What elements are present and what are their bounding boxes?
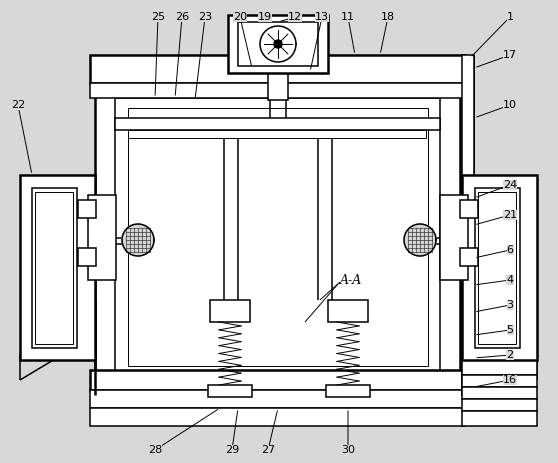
Bar	[326, 385, 370, 397]
Text: 24: 24	[503, 180, 517, 190]
Bar	[88, 195, 116, 280]
Text: 19: 19	[258, 12, 272, 22]
Text: 27: 27	[261, 445, 275, 455]
Bar	[208, 385, 252, 397]
Bar	[210, 300, 250, 322]
Text: 16: 16	[503, 375, 517, 385]
Text: 2: 2	[507, 350, 513, 360]
Text: A-A: A-A	[340, 274, 362, 287]
Bar	[228, 15, 328, 73]
Bar	[462, 375, 537, 387]
Text: 5: 5	[507, 325, 513, 335]
Polygon shape	[404, 224, 436, 256]
Text: 29: 29	[225, 445, 239, 455]
Bar	[462, 345, 537, 360]
Bar	[462, 399, 537, 411]
Bar	[20, 175, 95, 360]
Polygon shape	[260, 26, 296, 62]
Text: 13: 13	[315, 12, 329, 22]
Text: 10: 10	[503, 100, 517, 110]
Bar	[462, 411, 537, 426]
Bar	[90, 408, 465, 426]
Text: 23: 23	[198, 12, 212, 22]
Bar	[440, 195, 468, 280]
Bar	[238, 22, 318, 66]
Text: 6: 6	[507, 245, 513, 255]
Bar	[475, 188, 520, 348]
Bar	[78, 248, 96, 266]
Bar	[90, 83, 465, 98]
Bar	[90, 390, 465, 408]
Bar	[128, 130, 426, 138]
Text: 25: 25	[151, 12, 165, 22]
Bar	[462, 55, 474, 395]
Bar	[128, 108, 428, 366]
Text: 4: 4	[507, 275, 513, 285]
Bar	[460, 200, 478, 218]
Bar	[478, 192, 516, 344]
Bar	[32, 188, 77, 348]
Text: 11: 11	[341, 12, 355, 22]
Polygon shape	[122, 224, 154, 256]
Text: 30: 30	[341, 445, 355, 455]
Bar	[462, 360, 537, 375]
Bar	[35, 192, 73, 344]
Text: 12: 12	[288, 12, 302, 22]
Text: 26: 26	[175, 12, 189, 22]
Bar	[95, 65, 460, 395]
Text: 28: 28	[148, 445, 162, 455]
Bar	[115, 118, 440, 130]
Bar	[462, 175, 537, 360]
Text: 20: 20	[233, 12, 247, 22]
Bar	[90, 370, 465, 390]
Bar	[115, 98, 440, 376]
Bar	[460, 248, 478, 266]
Polygon shape	[274, 40, 282, 48]
Text: 21: 21	[503, 210, 517, 220]
Text: 17: 17	[503, 50, 517, 60]
Text: 1: 1	[507, 12, 513, 22]
Bar	[78, 200, 96, 218]
Bar	[462, 387, 537, 399]
Text: 22: 22	[11, 100, 25, 110]
Bar	[90, 55, 465, 83]
Text: 18: 18	[381, 12, 395, 22]
Text: 3: 3	[507, 300, 513, 310]
Bar	[268, 65, 288, 100]
Bar	[328, 300, 368, 322]
